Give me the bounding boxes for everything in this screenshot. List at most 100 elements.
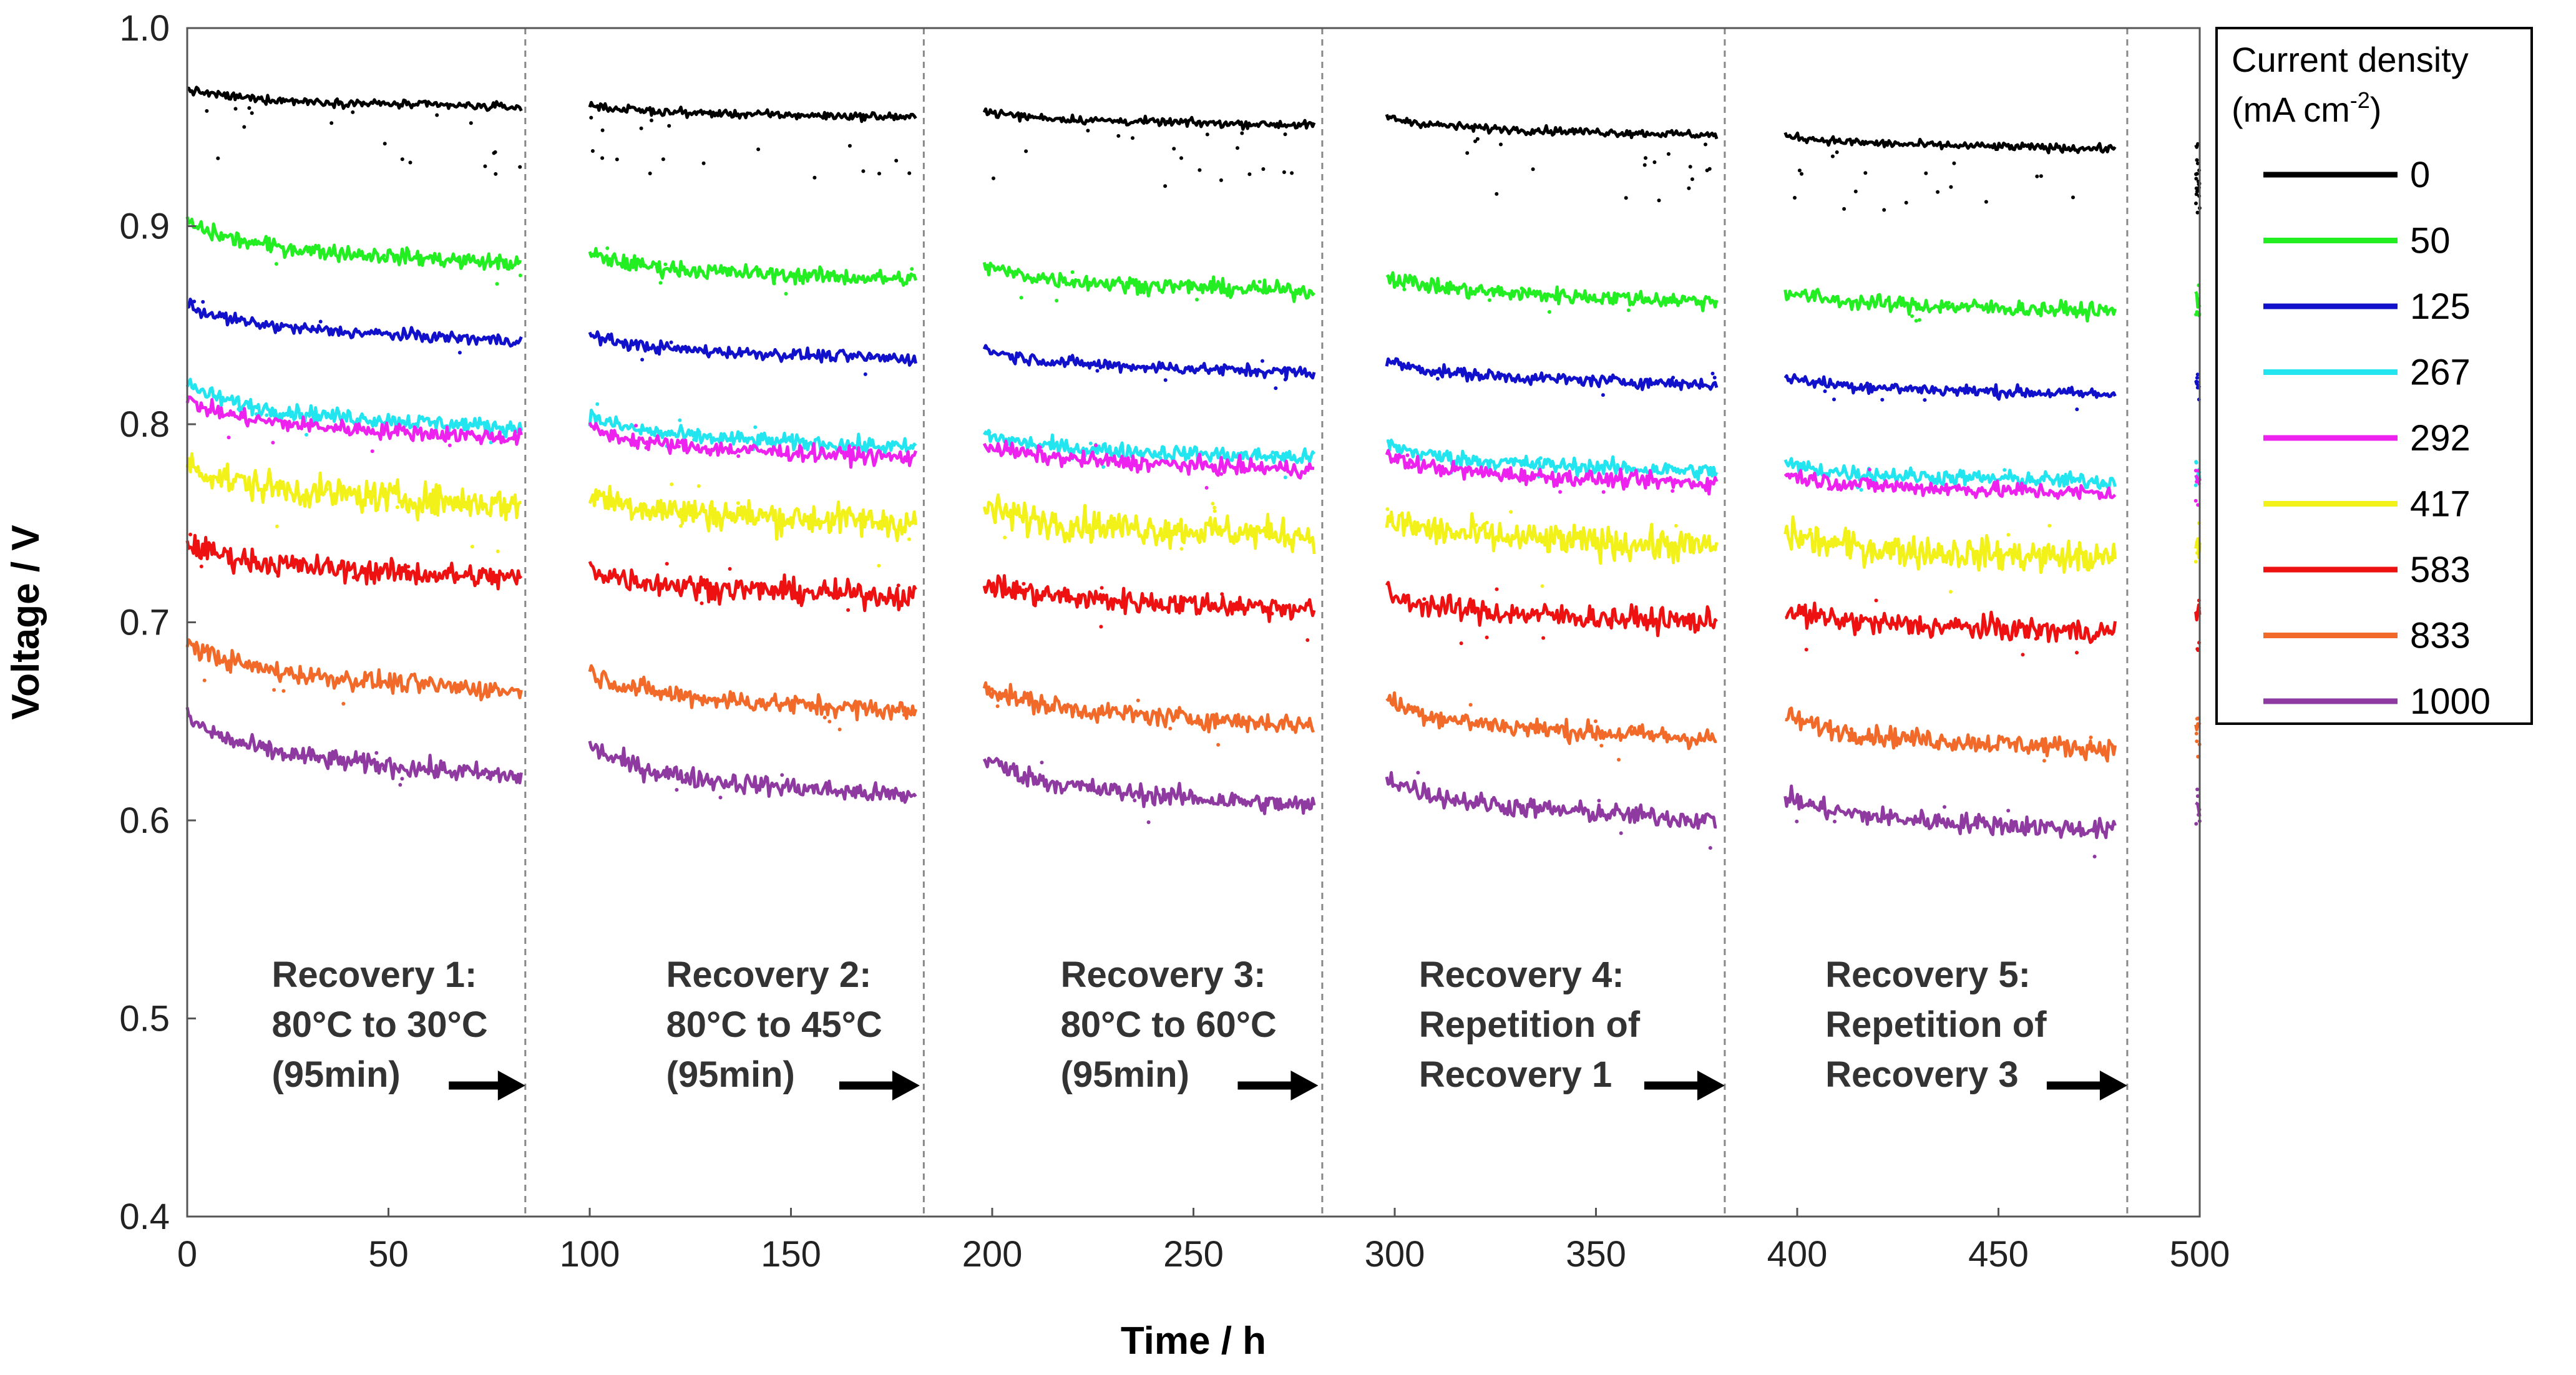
annotation-line: Repetition of bbox=[1419, 1004, 1641, 1045]
data-point bbox=[1094, 443, 1098, 447]
data-point bbox=[1599, 744, 1604, 748]
data-point bbox=[1385, 507, 1390, 512]
recovery-annotation: Recovery 2: 80°C to 45°C (95min) bbox=[666, 955, 882, 1095]
data-point bbox=[2195, 794, 2200, 799]
data-point bbox=[202, 678, 207, 683]
data-point bbox=[676, 444, 681, 449]
data-point bbox=[1984, 200, 1988, 204]
data-point bbox=[1847, 738, 1852, 742]
data-point bbox=[467, 257, 471, 261]
recovery-arrow bbox=[839, 1071, 920, 1100]
data-point bbox=[1894, 481, 1898, 485]
data-point bbox=[2194, 822, 2198, 826]
data-point bbox=[1704, 464, 1708, 469]
data-point bbox=[1405, 453, 1410, 457]
annotation-line: 80°C to 45°C bbox=[666, 1004, 882, 1045]
data-point bbox=[907, 171, 912, 175]
data-point bbox=[1688, 165, 1692, 169]
data-point bbox=[1838, 738, 1842, 742]
data-point bbox=[1904, 200, 1908, 205]
data-point bbox=[1205, 132, 1209, 137]
data-point bbox=[1474, 523, 1478, 527]
series-1000 bbox=[185, 707, 2202, 858]
data-point bbox=[2035, 174, 2039, 178]
data-point bbox=[658, 281, 663, 285]
data-point bbox=[1652, 160, 1657, 164]
data-point bbox=[670, 482, 674, 487]
data-point bbox=[1099, 624, 1103, 629]
data-point bbox=[675, 788, 679, 792]
data-point bbox=[753, 425, 758, 429]
data-point bbox=[740, 697, 744, 701]
data-point bbox=[2193, 469, 2198, 473]
annotation-line: 80°C to 60°C bbox=[1061, 1004, 1277, 1045]
data-point bbox=[1459, 641, 1463, 646]
data-point bbox=[483, 164, 487, 168]
series-line bbox=[1385, 271, 1719, 313]
series-line bbox=[588, 664, 917, 722]
legend-items: 0 50 125 267 292 417 583 833 1000 bbox=[2263, 155, 2491, 722]
data-point bbox=[1708, 846, 1712, 850]
x-tick-label: 50 bbox=[368, 1234, 409, 1275]
data-point bbox=[1416, 770, 1420, 775]
data-point bbox=[1952, 161, 1956, 165]
data-point bbox=[1240, 131, 1244, 135]
data-point bbox=[1211, 502, 1215, 506]
data-point bbox=[1671, 376, 1676, 380]
y-tick-label: 0.7 bbox=[119, 603, 170, 643]
data-point bbox=[1946, 301, 1951, 305]
legend-item-583: 583 bbox=[2263, 550, 2471, 590]
data-point bbox=[1236, 146, 1239, 150]
data-point bbox=[1540, 584, 1544, 588]
recovery-arrow bbox=[449, 1071, 525, 1100]
data-point bbox=[678, 418, 682, 422]
data-point bbox=[1229, 800, 1233, 804]
data-point bbox=[1996, 822, 2001, 827]
data-point bbox=[1290, 171, 1294, 175]
data-point bbox=[382, 253, 386, 258]
data-point bbox=[780, 773, 784, 777]
data-point bbox=[398, 783, 402, 787]
data-point bbox=[2195, 739, 2199, 744]
data-point bbox=[1671, 489, 1675, 493]
data-point bbox=[1488, 298, 1491, 303]
recovery-annotation: Recovery 5: Repetition of Recovery 3 bbox=[1825, 955, 2047, 1095]
data-point bbox=[1283, 475, 1287, 480]
series-125 bbox=[187, 298, 2202, 412]
data-point bbox=[1949, 185, 1953, 189]
legend-item-833: 833 bbox=[2263, 616, 2471, 656]
data-point bbox=[1282, 170, 1286, 174]
data-point bbox=[611, 759, 615, 764]
data-point bbox=[894, 158, 899, 163]
data-point bbox=[276, 574, 280, 578]
data-point bbox=[1538, 456, 1543, 460]
data-point bbox=[1947, 304, 1951, 309]
data-point bbox=[2194, 460, 2198, 464]
data-point bbox=[1547, 310, 1551, 314]
data-point bbox=[1100, 586, 1104, 590]
data-point bbox=[324, 487, 329, 492]
data-point bbox=[1485, 520, 1489, 525]
legend-item-292: 292 bbox=[2263, 418, 2471, 459]
data-point bbox=[684, 582, 688, 586]
data-point bbox=[1158, 456, 1163, 460]
data-point bbox=[1422, 597, 1427, 601]
data-point bbox=[247, 106, 251, 110]
data-point bbox=[736, 501, 740, 505]
data-point bbox=[406, 565, 411, 569]
data-point bbox=[1520, 286, 1524, 291]
annotation-line: Recovery 3: bbox=[1061, 955, 1266, 995]
data-point bbox=[2101, 483, 2105, 488]
data-point bbox=[470, 545, 474, 549]
data-point bbox=[663, 262, 668, 266]
data-point bbox=[1271, 450, 1275, 455]
data-point bbox=[1095, 369, 1100, 373]
data-point bbox=[489, 440, 493, 445]
data-point bbox=[1624, 196, 1628, 200]
data-point bbox=[666, 445, 671, 449]
data-point bbox=[1101, 465, 1106, 469]
y-tick-label: 0.5 bbox=[119, 999, 170, 1039]
data-point bbox=[691, 349, 695, 353]
data-point bbox=[827, 719, 832, 724]
data-point bbox=[589, 115, 593, 120]
